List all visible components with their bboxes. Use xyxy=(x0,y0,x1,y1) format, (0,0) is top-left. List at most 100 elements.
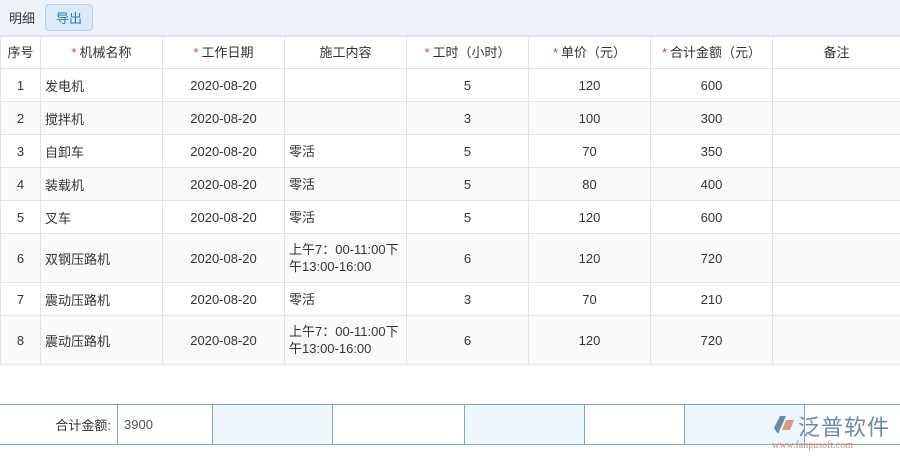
hours-cell[interactable]: 6 xyxy=(406,315,529,365)
table-row: 5 叉车 2020-08-20 零活 5 120 600 xyxy=(0,200,900,234)
machine-name-cell[interactable]: 自卸车 xyxy=(40,134,163,168)
row-number-cell[interactable]: 4 xyxy=(0,167,41,201)
table-row: 3 自卸车 2020-08-20 零活 5 70 350 xyxy=(0,134,900,168)
watermark: 泛普软件 www.fanpusoft.com xyxy=(770,410,898,456)
row-number-cell[interactable]: 7 xyxy=(0,282,41,316)
remark-cell[interactable] xyxy=(772,167,900,201)
unit-price-cell[interactable]: 70 xyxy=(528,282,651,316)
work-date-cell[interactable]: 2020-08-20 xyxy=(162,134,285,168)
total-amount-cell[interactable]: 600 xyxy=(650,68,773,102)
row-number-cell[interactable]: 6 xyxy=(0,233,41,283)
remark-cell[interactable] xyxy=(772,68,900,102)
column-header-label: 备注 xyxy=(823,45,850,60)
column-header-label: 机械名称 xyxy=(79,45,132,60)
column-header-label: 单价（元） xyxy=(561,45,627,60)
unit-price-cell[interactable]: 120 xyxy=(528,200,651,234)
unit-price-cell[interactable]: 100 xyxy=(528,101,651,135)
total-amount-cell[interactable]: 400 xyxy=(650,167,773,201)
table-row: 6 双钢压路机 2020-08-20 上午7：00-11:00下午13:00-16:0… xyxy=(0,233,900,283)
brand-logo-icon xyxy=(774,416,794,434)
total-amount-cell[interactable]: 300 xyxy=(650,101,773,135)
column-header: * 工时（小时） xyxy=(406,36,529,69)
column-header: * 单价（元） xyxy=(528,36,651,69)
table-row: 8 震动压路机 2020-08-20 上午7：00-11:00下午13:00-16:0… xyxy=(0,315,900,365)
column-header: * 机械名称 xyxy=(40,36,163,69)
work-content-cell[interactable]: 零活 xyxy=(284,200,407,234)
machine-name-cell[interactable]: 搅拌机 xyxy=(40,101,163,135)
machine-name-cell[interactable]: 发电机 xyxy=(40,68,163,102)
watermark-url: www.fanpusoft.com xyxy=(772,440,854,451)
column-header-label: 施工内容 xyxy=(319,45,372,60)
work-content-cell[interactable]: 零活 xyxy=(284,282,407,316)
summary-row: 合计金额: 3900 xyxy=(0,404,900,445)
required-marker: * xyxy=(661,45,668,60)
unit-price-cell[interactable]: 120 xyxy=(528,315,651,365)
column-header-label: 合计金额（元） xyxy=(670,45,762,60)
column-header-label: 工作日期 xyxy=(201,45,254,60)
work-date-cell[interactable]: 2020-08-20 xyxy=(162,200,285,234)
machine-name-cell[interactable]: 震动压路机 xyxy=(40,282,163,316)
work-content-cell[interactable]: 零活 xyxy=(284,134,407,168)
summary-cell xyxy=(333,405,465,444)
unit-price-cell[interactable]: 80 xyxy=(528,167,651,201)
work-content-cell[interactable] xyxy=(284,101,407,135)
total-amount-cell[interactable]: 720 xyxy=(650,233,773,283)
hours-cell[interactable]: 3 xyxy=(406,101,529,135)
work-date-cell[interactable]: 2020-08-20 xyxy=(162,68,285,102)
summary-cell xyxy=(213,405,333,444)
required-marker: * xyxy=(71,45,77,60)
column-header: * 工作日期 xyxy=(162,36,285,69)
summary-cell xyxy=(465,405,585,444)
unit-price-cell[interactable]: 120 xyxy=(528,233,651,283)
hours-cell[interactable]: 6 xyxy=(406,233,529,283)
work-date-cell[interactable]: 2020-08-20 xyxy=(162,315,285,365)
toolbar: 明细 导出 xyxy=(0,0,900,36)
row-number-cell[interactable]: 2 xyxy=(0,101,41,135)
table-row: 1 发电机 2020-08-20 5 120 600 xyxy=(0,68,900,102)
export-button[interactable]: 导出 xyxy=(45,4,94,31)
work-date-cell[interactable]: 2020-08-20 xyxy=(162,101,285,135)
table-row: 4 装载机 2020-08-20 零活 5 80 400 xyxy=(0,167,900,201)
unit-price-cell[interactable]: 70 xyxy=(528,134,651,168)
table-row: 7 震动压路机 2020-08-20 零活 3 70 210 xyxy=(0,282,900,316)
hours-cell[interactable]: 3 xyxy=(406,282,529,316)
total-amount-cell[interactable]: 350 xyxy=(650,134,773,168)
remark-cell[interactable] xyxy=(772,200,900,234)
hours-cell[interactable]: 5 xyxy=(406,68,529,102)
hours-cell[interactable]: 5 xyxy=(406,134,529,168)
remark-cell[interactable] xyxy=(772,101,900,135)
total-amount-cell[interactable]: 720 xyxy=(650,315,773,365)
remark-cell[interactable] xyxy=(772,315,900,365)
remark-cell[interactable] xyxy=(772,233,900,283)
work-date-cell[interactable]: 2020-08-20 xyxy=(162,167,285,201)
machine-name-cell[interactable]: 装载机 xyxy=(40,167,163,201)
row-number-cell[interactable]: 1 xyxy=(0,68,41,102)
machine-name-cell[interactable]: 叉车 xyxy=(40,200,163,234)
work-content-cell[interactable]: 上午7：00-11:00下午13:00-16:00 xyxy=(284,315,407,365)
required-marker: * xyxy=(552,45,559,60)
total-amount-cell[interactable]: 210 xyxy=(650,282,773,316)
remark-cell[interactable] xyxy=(772,134,900,168)
work-content-cell[interactable] xyxy=(284,68,407,102)
total-label: 合计金额: xyxy=(0,405,118,444)
work-date-cell[interactable]: 2020-08-20 xyxy=(162,233,285,283)
machine-name-cell[interactable]: 双钢压路机 xyxy=(40,233,163,283)
hours-cell[interactable]: 5 xyxy=(406,167,529,201)
work-date-cell[interactable]: 2020-08-20 xyxy=(162,282,285,316)
hours-cell[interactable]: 5 xyxy=(406,200,529,234)
required-marker: * xyxy=(424,45,430,60)
work-content-cell[interactable]: 上午7：00-11:00下午13:00-16:00 xyxy=(284,233,407,283)
column-header: 施工内容 xyxy=(284,36,407,69)
row-number-cell[interactable]: 8 xyxy=(0,315,41,365)
row-number-cell[interactable]: 5 xyxy=(0,200,41,234)
total-value: 3900 xyxy=(118,405,213,444)
table-row: 2 搅拌机 2020-08-20 3 100 300 xyxy=(0,101,900,135)
machine-name-cell[interactable]: 震动压路机 xyxy=(40,315,163,365)
column-header-label: 工时（小时） xyxy=(432,45,511,60)
section-title: 明细 xyxy=(9,11,36,26)
remark-cell[interactable] xyxy=(772,282,900,316)
row-number-cell[interactable]: 3 xyxy=(0,134,41,168)
unit-price-cell[interactable]: 120 xyxy=(528,68,651,102)
total-amount-cell[interactable]: 600 xyxy=(650,200,773,234)
work-content-cell[interactable]: 零活 xyxy=(284,167,407,201)
